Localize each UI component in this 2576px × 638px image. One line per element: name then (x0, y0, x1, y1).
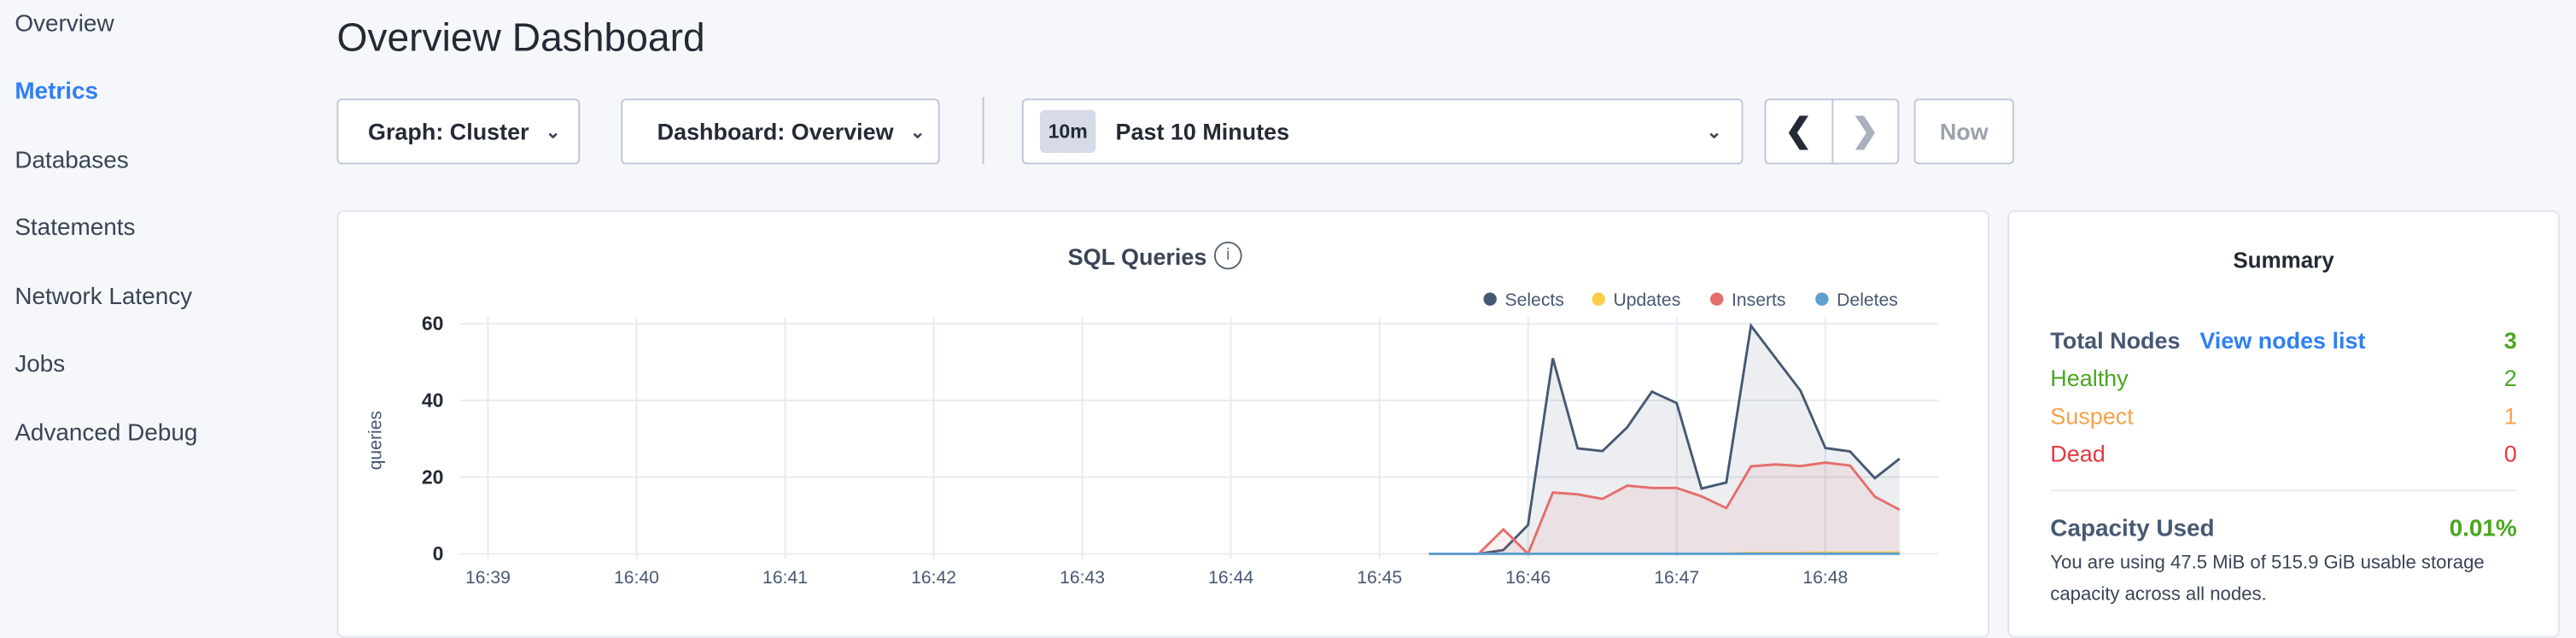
x-tick-label: 16:46 (1505, 568, 1551, 588)
y-tick-label: 60 (422, 313, 444, 335)
total-nodes-value: 3 (2503, 326, 2517, 354)
chevron-down-icon: ⌄ (1706, 122, 1722, 143)
sidebar-item-network-latency[interactable]: Network Latency (15, 284, 193, 311)
page: Overview Metrics Databases Statements Ne… (15, 11, 2560, 638)
capacity-description: You are using 47.5 MiB of 515.9 GiB usab… (2050, 553, 2485, 606)
healthy-value: 2 (2503, 365, 2517, 391)
view-nodes-link[interactable]: View nodes list (2199, 326, 2366, 354)
chart-title: SQL Queries (1067, 243, 1207, 270)
selects-line (1428, 322, 1901, 555)
info-icon[interactable]: i (1213, 241, 1242, 270)
legend-inserts-label: Inserts (1732, 290, 1786, 310)
dashboard-select-label: Dashboard: Overview (657, 118, 894, 145)
inserts-area (1428, 462, 1900, 554)
y-tick-label: 20 (422, 465, 444, 488)
sql-queries-chart-card (336, 210, 1990, 638)
legend-selects-marker (1483, 292, 1497, 306)
graph-select[interactable]: Graph: Cluster ⌄ (336, 98, 581, 165)
capacity-label: Capacity Used (2050, 516, 2215, 542)
x-tick-label: 16:48 (1802, 568, 1848, 588)
legend-inserts-marker (1709, 292, 1724, 306)
time-range-label: Past 10 Minutes (1115, 118, 1290, 145)
inserts-line (1428, 461, 1901, 556)
sidebar-item-jobs[interactable]: Jobs (15, 351, 66, 378)
suspect-value: 1 (2503, 402, 2517, 430)
chevron-down-icon: ⌄ (909, 122, 926, 143)
x-tick-label: 16:43 (1060, 568, 1105, 588)
x-tick-label: 16:47 (1654, 568, 1699, 588)
time-range-badge: 10m (1039, 109, 1096, 153)
legend-updates-marker (1592, 292, 1605, 306)
sidebar-item-overview[interactable]: Overview (15, 11, 114, 38)
page-title: Overview Dashboard (336, 16, 705, 61)
legend-selects-label: Selects (1504, 290, 1563, 310)
total-nodes-label: Total Nodes (2050, 326, 2181, 354)
sidebar-item-statements[interactable]: Statements (15, 215, 136, 242)
summary-title: Summary (2233, 248, 2334, 273)
y-axis-label: queries (365, 411, 385, 470)
chevron-down-icon: ⌄ (545, 122, 561, 143)
sql-queries-chart: 0 20 40 60 16:39 16:40 16:41 16:42 16:43 16:44 16:… (365, 290, 1939, 588)
healthy-label: Healthy (2050, 365, 2129, 391)
capacity-value: 0.01% (2449, 516, 2517, 542)
suspect-label: Suspect (2050, 402, 2134, 430)
graph-select-label: Graph: Cluster (368, 118, 529, 145)
legend-updates-label: Updates (1613, 290, 1680, 310)
summary-card: Summary Total Nodes View nodes list 3 He… (2007, 210, 2560, 638)
legend-deletes-marker (1815, 292, 1829, 306)
summary-divider (2050, 489, 2517, 492)
dashboard-select[interactable]: Dashboard: Overview ⌄ (621, 98, 940, 165)
now-button[interactable]: Now (1913, 98, 2014, 165)
time-range-select[interactable]: 10m Past 10 Minutes ⌄ (1021, 98, 1744, 165)
x-tick-label: 16:42 (911, 568, 956, 588)
chevron-left-icon[interactable]: ❮ (1766, 100, 1833, 163)
chevron-right-icon[interactable]: ❯ (1851, 113, 1879, 150)
divider (982, 97, 984, 165)
x-tick-label: 16:45 (1357, 568, 1402, 588)
dead-value: 0 (2503, 440, 2517, 467)
time-nav-group: ❮ ❯ (1764, 98, 1900, 165)
sidebar-item-databases[interactable]: Databases (15, 148, 129, 174)
sidebar-item-metrics[interactable]: Metrics (15, 79, 99, 106)
dead-label: Dead (2050, 440, 2106, 467)
sidebar-item-advanced-debug[interactable]: Advanced Debug (15, 420, 198, 448)
x-tick-label: 16:40 (614, 568, 659, 588)
legend-deletes-label: Deletes (1837, 290, 1898, 310)
y-tick-label: 0 (433, 542, 444, 565)
x-tick-label: 16:44 (1208, 568, 1253, 588)
y-tick-label: 40 (422, 389, 444, 412)
selects-area (1428, 325, 1900, 554)
x-tick-label: 16:39 (465, 568, 511, 588)
x-tick-label: 16:41 (762, 568, 808, 588)
